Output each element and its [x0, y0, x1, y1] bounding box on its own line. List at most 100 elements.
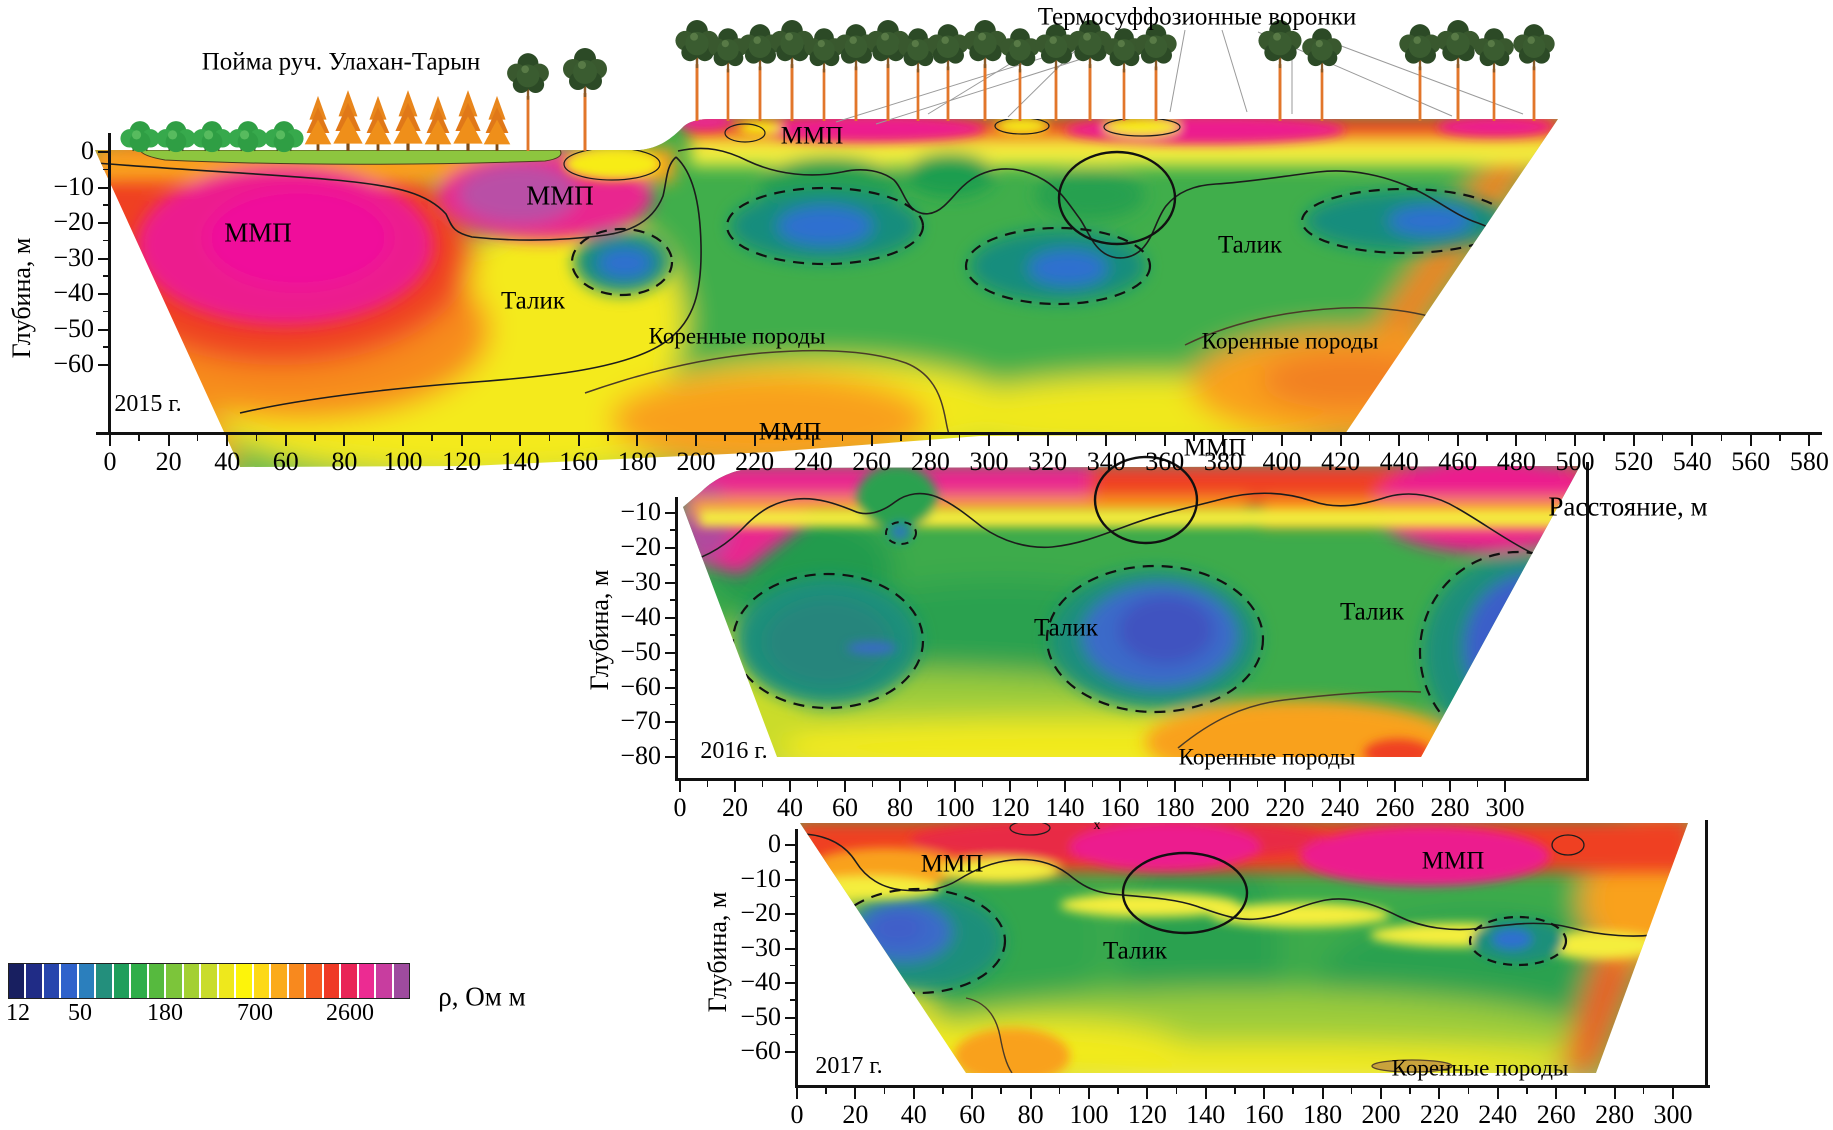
- larch-icon: [333, 90, 363, 151]
- colorbar-chip: [131, 964, 147, 998]
- pine-icon: [1033, 22, 1079, 123]
- section-2016-resistivity-field: [683, 466, 1580, 757]
- bedrock-contour-2017: [965, 997, 1013, 1073]
- larch-icon: [483, 95, 511, 151]
- permafrost-label-2016-top: ММП: [758, 418, 822, 446]
- colorbar-chip: [9, 964, 25, 998]
- talik-label-2016-center: Талик: [1034, 614, 1098, 642]
- pine-icon: [737, 22, 783, 123]
- pine-icon: [561, 46, 609, 153]
- colorbar-chip: [183, 964, 200, 998]
- y-axis-2015: [108, 133, 111, 435]
- bedrock-label-2016: Коренные породы: [1178, 744, 1356, 770]
- pine-icon: [706, 26, 750, 123]
- colorbar-chip: [201, 964, 217, 998]
- bedrock-label-2015-center: Коренные породы: [648, 323, 826, 349]
- colorbar-chip: [306, 964, 322, 998]
- pine-icon: [505, 51, 551, 153]
- permafrost-label-2017-right: ММП: [1421, 847, 1485, 875]
- colorbar-chip: [43, 964, 60, 998]
- colorbar-chip: [26, 964, 42, 998]
- larch-icon: [424, 95, 452, 151]
- colorbar-chip: [341, 964, 357, 998]
- colorbar-chip: [61, 964, 77, 998]
- x-axis-2016: [675, 778, 1589, 781]
- bush-icon: [155, 120, 197, 154]
- year-label-2016: 2016 г.: [700, 738, 768, 764]
- pine-icon: [1256, 18, 1304, 123]
- permafrost-label-2015-floodplain: ММП: [526, 180, 594, 211]
- colorbar-chip: [393, 964, 410, 998]
- highlight-ellipse-2016: [1093, 455, 1199, 545]
- meadow-strip: [139, 149, 562, 165]
- talik-lens-dashed-outlines-2016: [731, 521, 1580, 754]
- depth-axis-label-2017: Глубина, м: [703, 891, 732, 1013]
- resistivity-colorbar: [8, 963, 410, 999]
- bush-icon: [227, 120, 269, 154]
- x-axis-2017: [795, 1085, 1710, 1088]
- colorbar-chip: [288, 964, 305, 998]
- bush-icon: [191, 120, 233, 154]
- colorbar-chip: [271, 964, 287, 998]
- pine-icon: [1397, 22, 1443, 123]
- permafrost-boundary-contour-2017: [804, 833, 1688, 937]
- year-label-2017: 2017 г.: [815, 1053, 883, 1079]
- pine-icon: [768, 18, 816, 123]
- bush-icon: [119, 120, 161, 154]
- funnels-title: Термосуффозионные воронки: [1037, 3, 1357, 31]
- colorbar-tick-2600: 2600: [326, 1000, 374, 1026]
- colorbar-tick-12: 12: [6, 1000, 30, 1026]
- funnel-leader-lines: [835, 29, 1524, 125]
- colorbar-tick-180: 180: [147, 1000, 183, 1026]
- y-axis-2016: [675, 497, 678, 781]
- larch-icon: [304, 95, 332, 151]
- bedrock-contour-2016: [1177, 690, 1422, 749]
- pine-icon: [1300, 26, 1344, 123]
- highlight-ellipse-2015: [1057, 150, 1177, 246]
- right-border-2017: [1705, 820, 1708, 1088]
- colorbar-chip: [236, 964, 252, 998]
- colorbar-chip: [78, 964, 95, 998]
- colorbar-chip: [113, 964, 130, 998]
- permafrost-label-2015-left: ММП: [224, 217, 292, 248]
- pine-icon: [1102, 26, 1146, 123]
- pine-icon: [1434, 18, 1482, 123]
- pine-icon: [833, 22, 879, 123]
- permafrost-boundary-contours-2015: [96, 119, 1527, 414]
- pine-icon: [961, 18, 1009, 123]
- larch-icon: [393, 90, 423, 151]
- colorbar-chip: [323, 964, 340, 998]
- colorbar-tick-700: 700: [237, 1000, 273, 1026]
- pine-icon: [1133, 22, 1179, 123]
- highlight-ellipse-2017: [1121, 851, 1249, 935]
- permafrost-label-2017-left: ММП: [920, 850, 984, 878]
- larch-icon: [364, 95, 392, 151]
- pine-icon: [1472, 26, 1516, 123]
- pine-icon: [673, 18, 721, 123]
- pine-icon: [998, 26, 1042, 123]
- colorbar-chip: [253, 964, 270, 998]
- y-axis-2017: [795, 829, 798, 1088]
- permafrost-label-2015-top: ММП: [780, 122, 844, 150]
- pine-icon: [802, 26, 846, 123]
- colorbar-chip: [96, 964, 112, 998]
- surface-marker-x-2017: x: [1093, 818, 1101, 833]
- right-border-2016: [1586, 462, 1589, 781]
- talik-lens-dashed-outlines-2017: [829, 887, 1568, 995]
- depth-axis-label-2015: Глубина, м: [7, 237, 36, 359]
- distance-axis-label: Расстояние, м: [1548, 491, 1708, 522]
- colorbar-chip: [148, 964, 165, 998]
- pine-icon: [896, 26, 940, 123]
- bedrock-label-2015-right: Коренные породы: [1201, 328, 1379, 354]
- pine-icon: [1066, 18, 1114, 123]
- colorbar-units-label: ρ, Ом м: [438, 981, 526, 1012]
- bush-icon: [263, 120, 305, 154]
- section-2017-resistivity-field: [800, 823, 1688, 1073]
